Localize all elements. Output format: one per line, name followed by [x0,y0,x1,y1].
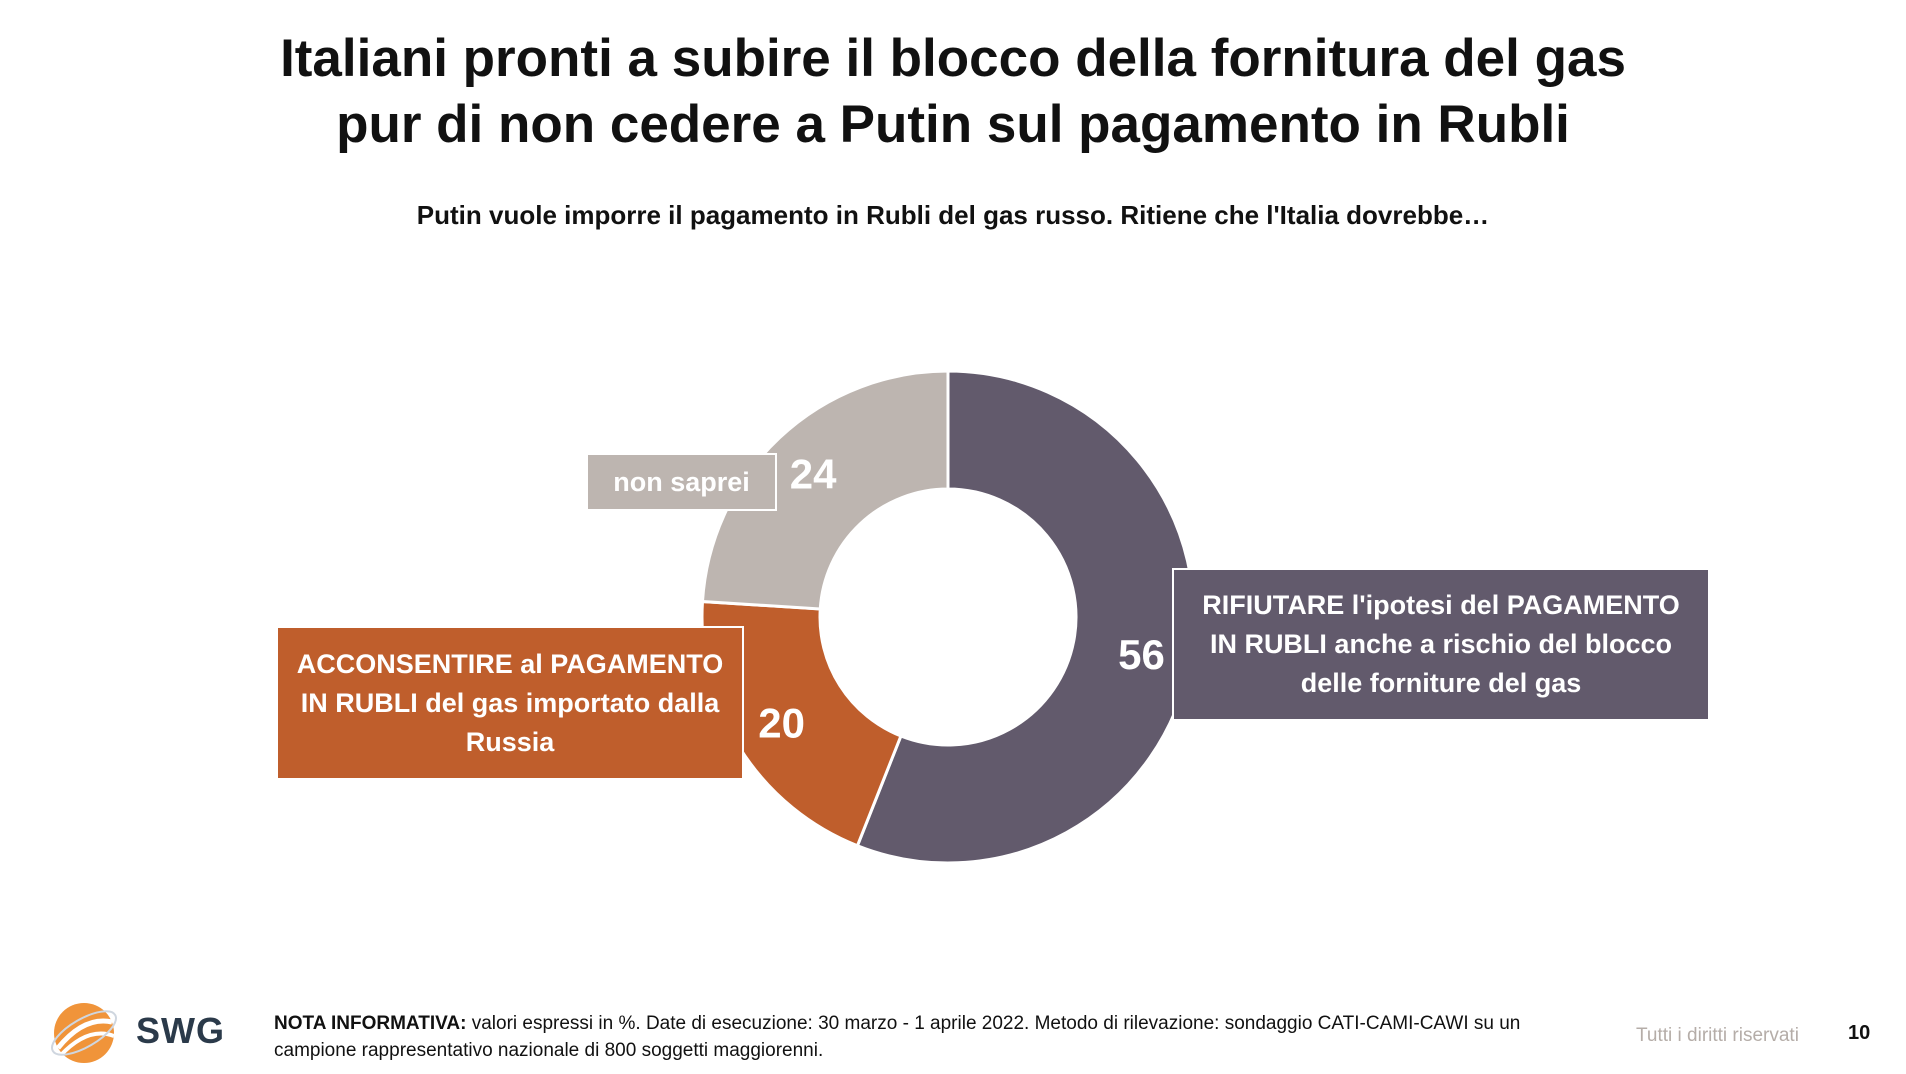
question-text: Putin vuole imporre il pagamento in Rubl… [416,200,1490,230]
footnote-text: valori espressi in %. Date di esecuzione… [274,1013,1521,1061]
value-label-refuse: 56 [1118,631,1165,678]
label-refuse-text: RIFIUTARE l'ipotesi del PAGAMENTO IN RUB… [1202,590,1680,698]
label-refuse-box: RIFIUTARE l'ipotesi del PAGAMENTO IN RUB… [1172,568,1710,721]
label-unknown-text: non saprei [613,466,750,497]
label-unknown-box: non saprei [586,453,777,511]
footnote-label: NOTA INFORMATIVA: [274,1013,467,1034]
value-label-accept: 20 [758,700,805,747]
slice-refuse [855,369,1196,865]
swg-logo-icon [51,1003,117,1063]
page-number: 10 [1848,1022,1871,1044]
label-accept-box: ACCONSENTIRE al PAGAMENTO IN RUBLI del g… [276,626,744,780]
page-title: Italiani pronti a subire il blocco della… [0,26,1906,158]
slice-accept [700,599,903,848]
footnote: NOTA INFORMATIVA: valori espressi in %. … [274,1010,1574,1064]
swg-logo-text: SWG [136,1010,225,1051]
label-accept-text: ACCONSENTIRE al PAGAMENTO IN RUBLI del g… [296,648,724,757]
value-label-unknown: 24 [790,450,837,497]
rights-text: Tutti i diritti riservati [1636,1025,1799,1046]
title-line-2: pur di non cedere a Putin sul pagamento … [336,95,1570,154]
title-line-1: Italiani pronti a subire il blocco della… [280,29,1626,88]
